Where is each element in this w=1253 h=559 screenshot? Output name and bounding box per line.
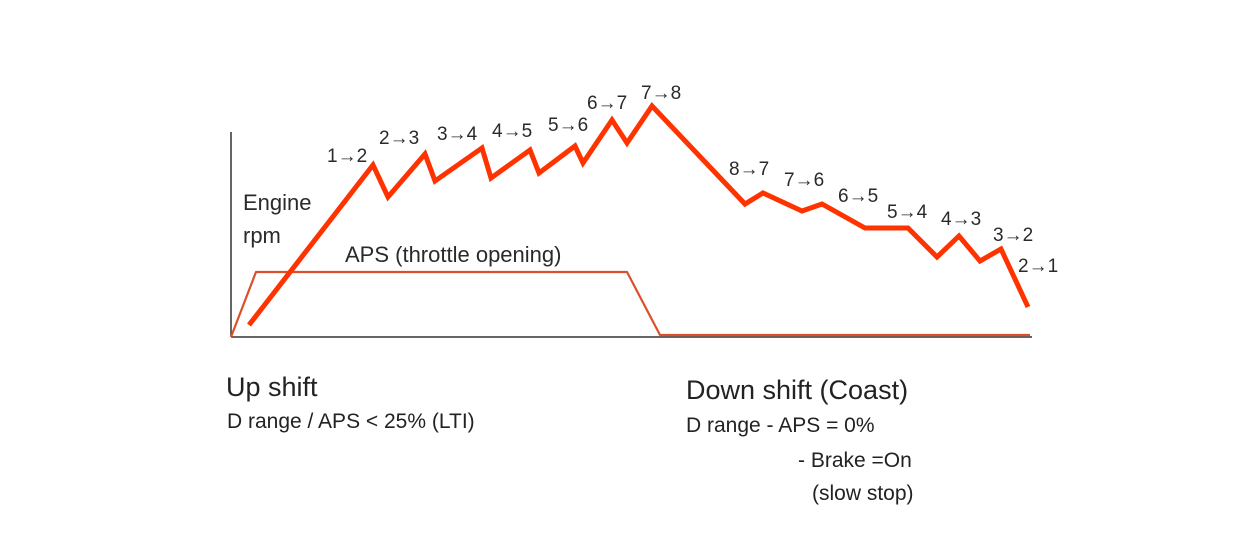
shift-label-7-8: 7→8: [641, 83, 681, 104]
shift-label-2-3: 2→3: [379, 128, 419, 149]
shift-label-3-2: 3→2: [993, 225, 1033, 246]
shift-label-2-1: 2→1: [1018, 256, 1058, 277]
shift-label-8-7: 8→7: [729, 159, 769, 180]
upshift-condition: D range / APS < 25% (LTI): [227, 410, 475, 433]
shift-label-5-6: 5→6: [548, 115, 588, 136]
aps-label: APS (throttle opening): [345, 242, 561, 267]
shift-label-6-5: 6→5: [838, 186, 878, 207]
downshift-condition-aps: D range - APS = 0%: [686, 414, 875, 437]
downshift-title: Down shift (Coast): [686, 375, 909, 405]
upshift-title: Up shift: [226, 372, 318, 402]
axis-label-engine: Engine: [243, 190, 312, 215]
downshift-condition-stop: (slow stop): [812, 482, 914, 505]
shift-label-4-5: 4→5: [492, 121, 532, 142]
shift-label-3-4: 3→4: [437, 124, 478, 145]
aps-throttle-line: [229, 270, 1030, 338]
axis-label-rpm: rpm: [243, 223, 281, 248]
engine-rpm-line: [247, 102, 1031, 327]
downshift-condition-brake: - Brake =On: [798, 449, 912, 472]
shift-label-4-3: 4→3: [941, 209, 981, 230]
shift-label-1-2: 1→2: [327, 146, 367, 167]
shift-label-7-6: 7→6: [784, 170, 824, 191]
shift-label-6-7: 6→7: [587, 93, 627, 114]
shift-label-5-4: 5→4: [887, 202, 928, 223]
